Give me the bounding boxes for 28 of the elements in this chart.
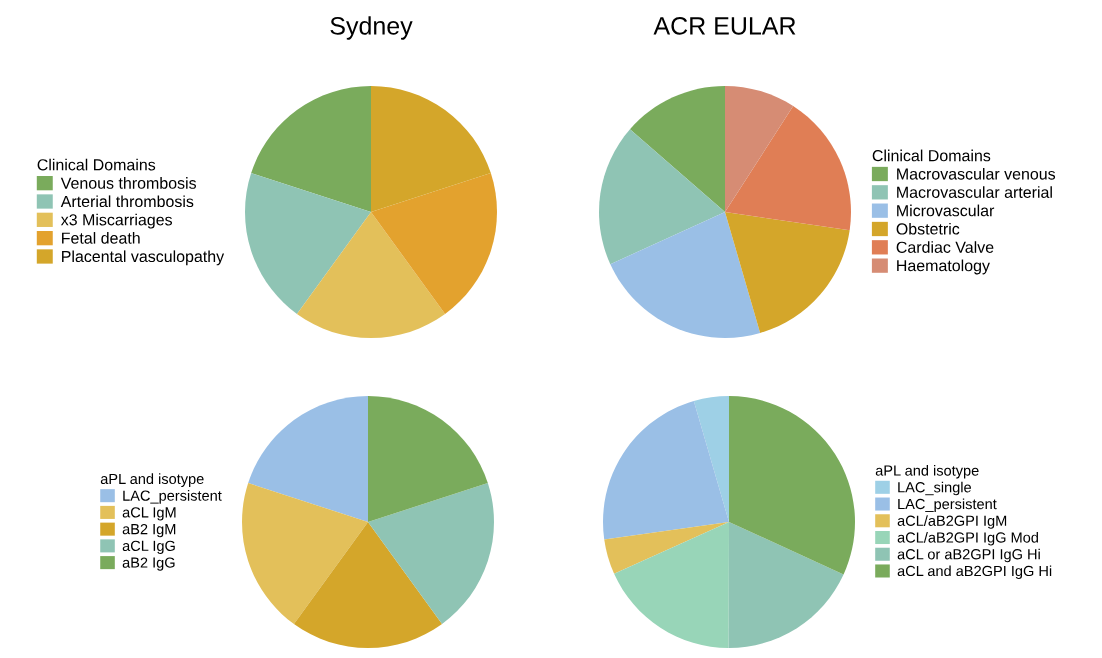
legend-label: Microvascular <box>897 204 995 217</box>
legend-label: Macrovascular arterial <box>897 186 1052 198</box>
legend-label: Arterial thrombosis <box>60 195 194 208</box>
legend-label: aCL and aB2GPI IgG Hi <box>897 565 1052 579</box>
legend-label: Haematology <box>897 259 990 275</box>
legend-label: Cardiac Valve <box>896 241 994 253</box>
legend-label: Macrovascular venous <box>897 167 1056 180</box>
legend-label: aCL/aB2GPI IgG Mod <box>897 531 1038 546</box>
chart-title: Sydney <box>330 16 413 40</box>
legend-label: x3 Miscarriages <box>60 213 173 229</box>
legend-title: aPL and isotype <box>100 473 204 487</box>
legend-label: Obstetric <box>896 222 960 235</box>
legend-title: aPL and isotype <box>875 465 979 479</box>
legend-label: Placental vasculopathy <box>62 250 225 266</box>
legend-label: Venous thrombosis <box>60 177 197 189</box>
legend-label: LAC_persistent <box>898 498 997 513</box>
legend-label: aB2 IgG <box>122 557 175 571</box>
chart-title: ACR EULAR <box>653 17 796 35</box>
legend-label: LAC_single <box>898 481 971 496</box>
legend-label: aCL IgM <box>122 507 176 521</box>
legend-label: Fetal death <box>62 232 140 244</box>
legend-label: LAC_persistent <box>123 490 222 504</box>
legend-title: Clinical Domains <box>872 149 991 162</box>
legend-label: aB2 IgM <box>122 523 176 538</box>
legend-title: Clinical Domains <box>37 158 156 171</box>
legend-label: aCL/aB2GPI IgM <box>897 515 1007 529</box>
legend-label: aCL IgG <box>122 540 175 554</box>
legend-label: aCL or aB2GPI IgG Hi <box>897 548 1040 563</box>
